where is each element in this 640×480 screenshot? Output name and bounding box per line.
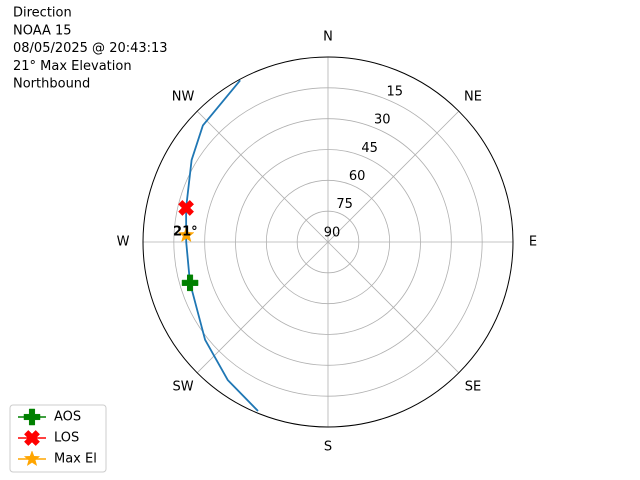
direction-label: W — [117, 235, 130, 250]
direction-label: NW — [172, 90, 195, 105]
direction-label: NE — [464, 90, 482, 105]
legend-marker — [24, 430, 40, 446]
r-tick-label: 15 — [386, 85, 403, 100]
r-tick-label: 60 — [349, 169, 366, 184]
title-line: Direction — [13, 6, 72, 21]
track-line — [185, 79, 259, 412]
title-line: 08/05/2025 @ 20:43:13 — [13, 41, 168, 56]
title-line: NOAA 15 — [13, 23, 72, 38]
r-tick-label: 30 — [374, 113, 391, 128]
marker — [178, 226, 195, 243]
direction-label: N — [323, 30, 333, 45]
marker — [181, 274, 199, 292]
legend-label: Max El — [54, 452, 97, 467]
legend-label: AOS — [54, 410, 81, 425]
max-el-annotation: 21° — [173, 225, 198, 240]
direction-label: E — [529, 235, 537, 250]
legend-marker — [23, 408, 41, 426]
r-tick-label: 45 — [361, 141, 378, 156]
direction-label: SW — [172, 379, 193, 394]
r-tick-label: 75 — [336, 197, 353, 212]
title-line: Northbound — [13, 77, 90, 92]
grid-spoke — [196, 241, 329, 374]
grid-spoke — [196, 110, 329, 243]
marker — [178, 199, 195, 216]
outer-circle — [142, 56, 514, 428]
grid-spoke — [327, 241, 460, 374]
r-tick-label: 90 — [324, 225, 341, 240]
legend-marker — [23, 450, 41, 467]
title-line: 21° Max Elevation — [13, 59, 132, 74]
direction-label: S — [324, 440, 332, 455]
legend-label: LOS — [54, 431, 79, 446]
direction-label: SE — [465, 379, 481, 394]
grid-spoke — [327, 110, 460, 243]
